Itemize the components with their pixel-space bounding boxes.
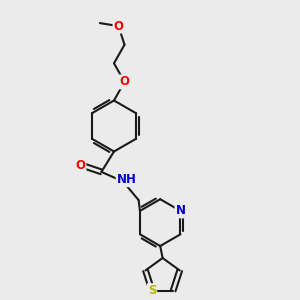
Text: O: O [119, 75, 130, 88]
Text: NH: NH [117, 173, 136, 186]
Text: O: O [75, 159, 85, 172]
Text: O: O [113, 20, 124, 33]
Text: N: N [176, 204, 185, 218]
Text: S: S [148, 284, 156, 297]
